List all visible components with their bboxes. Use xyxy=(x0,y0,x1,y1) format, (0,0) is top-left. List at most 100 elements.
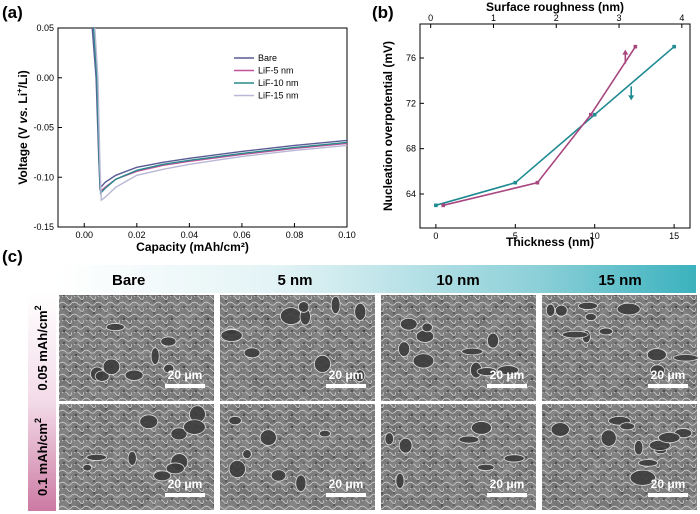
sem-deposit xyxy=(650,364,665,377)
column-header-3: 15 nm xyxy=(598,272,641,289)
x-tick-label-b: 15 xyxy=(669,231,679,241)
row-header-band xyxy=(28,293,56,511)
scale-bar xyxy=(165,384,205,388)
sem-deposit xyxy=(503,454,525,463)
sem-deposit xyxy=(412,353,435,369)
sem-deposit xyxy=(673,354,699,362)
sem-deposit xyxy=(82,464,93,472)
row-header-text-0: 0.05 mAh/cm xyxy=(35,310,50,390)
x2-tick-label-b: 3 xyxy=(617,13,622,23)
y-tick-label-a: 0.00 xyxy=(36,73,54,83)
y-tick-label-a: -0.05 xyxy=(33,123,54,133)
sem-deposit xyxy=(470,421,492,435)
y-axis-title-part-a: Voltage (V xyxy=(16,124,30,185)
scale-bar xyxy=(648,493,688,497)
sem-deposit xyxy=(550,422,570,437)
sem-deposit xyxy=(165,462,185,475)
x-axis-title-b: Thickness (nm) xyxy=(506,235,594,249)
y-tick-label-a: 0.05 xyxy=(36,23,54,33)
scale-bar xyxy=(487,384,527,388)
sem-image-r0-c1: 20 μm xyxy=(220,295,375,401)
column-header-band xyxy=(58,265,696,293)
sem-deposit xyxy=(153,470,172,482)
panel-label-a: (a) xyxy=(2,3,23,22)
sem-deposit xyxy=(545,303,556,317)
x-tick-label-a: 0.08 xyxy=(286,230,304,240)
series-point-b-0 xyxy=(434,203,438,208)
sem-deposit xyxy=(616,302,641,316)
sem-deposit xyxy=(220,329,243,342)
sem-deposit xyxy=(561,330,589,339)
arrow-up-icon xyxy=(622,49,629,55)
sem-deposit xyxy=(160,336,177,347)
sem-deposit xyxy=(183,419,206,435)
series-point-b-1 xyxy=(633,44,638,49)
sem-deposit xyxy=(150,347,160,365)
series-point-b-1 xyxy=(535,180,540,185)
scale-bar-label: 20 μm xyxy=(329,477,364,491)
sem-deposit xyxy=(421,322,433,333)
x2-axis-title-b: Surface roughness (nm) xyxy=(486,0,624,14)
sem-deposit xyxy=(477,463,495,472)
series-point-b-0 xyxy=(592,112,597,117)
series-line-a-3 xyxy=(94,28,347,202)
sem-deposit xyxy=(313,354,332,374)
x-tick-label-a: 0.02 xyxy=(128,230,146,240)
sem-deposit xyxy=(395,472,405,489)
sem-deposit xyxy=(259,429,277,446)
series-point-b-1 xyxy=(588,112,593,117)
arrow-down-icon xyxy=(628,95,635,101)
sem-deposit xyxy=(384,432,395,446)
column-header-0: Bare xyxy=(112,272,145,289)
scale-bar-label: 20 μm xyxy=(651,477,686,491)
x-tick-label-b: 10 xyxy=(590,231,600,241)
scale-bar xyxy=(487,493,527,497)
series-point-b-0 xyxy=(513,180,518,185)
sem-deposit xyxy=(461,347,484,356)
panel-label-b: (b) xyxy=(372,3,394,22)
scale-bar-label: 20 μm xyxy=(329,368,364,382)
x-tick-label-a: 0.04 xyxy=(181,230,199,240)
series-point-b-0 xyxy=(672,44,676,49)
x-tick-label-a: 0.00 xyxy=(76,230,94,240)
scale-bar-label: 20 μm xyxy=(168,477,203,491)
series-line-b-1 xyxy=(443,46,637,207)
scale-bar xyxy=(648,384,688,388)
x-tick-label-b: 5 xyxy=(513,231,518,241)
sem-deposit xyxy=(295,474,307,492)
sem-deposit xyxy=(242,449,252,459)
sem-deposit xyxy=(399,317,418,331)
sem-image-noise xyxy=(59,295,214,401)
sem-deposit xyxy=(228,415,242,426)
legend-label-a-1: LiF-5 nm xyxy=(258,66,294,76)
scale-bar-label: 20 μm xyxy=(651,368,686,382)
x2-tick-label-b: 4 xyxy=(679,13,684,23)
series-group-a xyxy=(91,28,347,202)
sem-image-r1-c3: 20 μm xyxy=(542,404,697,510)
sem-deposit xyxy=(139,414,159,429)
sem-deposit xyxy=(86,453,107,461)
sem-deposit xyxy=(163,363,175,374)
sem-deposit xyxy=(228,459,246,479)
row-header-0: 0.05 mAh/cm2 xyxy=(33,305,50,390)
chart-a: 0.00 0.02 0.04 0.06 0.08 0.10 0.05 0.00 -0.05 -0.… xyxy=(15,23,356,254)
sem-deposit xyxy=(354,302,367,321)
y-tick-label-b: 64 xyxy=(406,189,416,199)
x2-tick-label-b: 2 xyxy=(554,13,559,23)
row-header-1: 0.1 mAh/cm2 xyxy=(33,418,50,496)
y-tick-label-b: 72 xyxy=(406,98,416,108)
y-axis-title-a: Voltage (V vs. Li+/Li) xyxy=(15,70,30,184)
y-tick-label-a: -0.15 xyxy=(33,222,54,232)
y-axis-title-part-a: /Li) xyxy=(16,70,30,88)
sem-deposit xyxy=(280,307,302,325)
column-header-1: 5 nm xyxy=(277,272,312,289)
x-tick-label-a: 0.10 xyxy=(338,230,356,240)
series-line-a-0 xyxy=(91,28,347,190)
sem-deposit xyxy=(105,323,125,332)
sem-deposit xyxy=(94,370,110,382)
y-tick-label-b: 68 xyxy=(406,144,416,154)
sem-deposit xyxy=(619,422,636,431)
x-tick-label-b: 0 xyxy=(433,231,438,241)
